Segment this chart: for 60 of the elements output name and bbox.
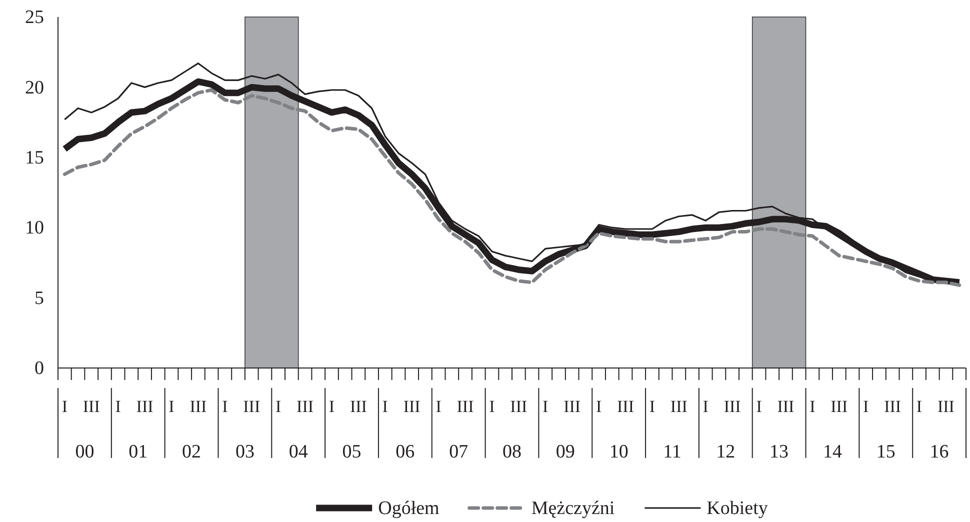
text: III (937, 397, 955, 416)
text: I (489, 397, 496, 416)
text: III (564, 397, 581, 416)
text: III (617, 397, 634, 416)
legend-label: Kobiety (706, 498, 768, 519)
x-tick-label: 08 (502, 441, 522, 462)
text: III (296, 397, 314, 416)
text: I (702, 397, 709, 416)
x-tick-label: 00 (75, 441, 94, 462)
text: I (649, 397, 656, 416)
x-tick-label: 04 (288, 441, 308, 462)
legend-label: Mężczyźni (531, 498, 615, 519)
text: I (436, 397, 442, 416)
x-tick-label: 15 (876, 441, 896, 462)
text: I (62, 397, 68, 416)
x-tick-label: 01 (128, 441, 148, 462)
y-tick-label: 25 (25, 7, 44, 28)
text: III (243, 397, 260, 416)
text: I (916, 397, 922, 416)
text: III (350, 397, 368, 416)
text: III (510, 397, 528, 416)
x-tick-label: 05 (342, 441, 362, 462)
text: III (830, 397, 848, 416)
y-tick-label: 20 (25, 77, 44, 98)
text: I (328, 397, 335, 416)
y-tick-label: 0 (34, 358, 44, 380)
text: I (596, 397, 602, 416)
x-tick-label: 07 (449, 441, 468, 462)
text: I (542, 397, 549, 416)
text: III (670, 397, 688, 416)
y-tick-label: 15 (25, 147, 44, 168)
text: I (863, 397, 870, 416)
text: III (456, 397, 474, 416)
x-tick-label: 14 (822, 441, 842, 462)
text: III (724, 397, 742, 416)
text: I (382, 397, 388, 416)
text: I (810, 397, 816, 416)
text: III (403, 397, 421, 416)
text: III (136, 397, 154, 416)
text: III (82, 397, 100, 416)
y-tick-label: 10 (25, 218, 44, 239)
x-tick-label: 11 (663, 441, 682, 462)
text: III (884, 397, 902, 416)
text: III (777, 397, 795, 416)
x-tick-label: 03 (235, 441, 254, 462)
x-tick-label: 16 (930, 441, 949, 462)
x-tick-label: 02 (182, 441, 202, 462)
x-tick-label: 09 (556, 441, 575, 462)
x-tick-label: 13 (770, 441, 789, 462)
text: I (168, 397, 175, 416)
x-tick-label: 10 (609, 441, 628, 462)
x-tick-label: 12 (716, 441, 736, 462)
y-tick-label: 5 (34, 288, 44, 309)
legend-label: Ogółem (378, 498, 440, 519)
text: I (756, 397, 762, 416)
text: I (115, 397, 122, 416)
text: I (222, 397, 228, 416)
x-tick-label: 06 (396, 441, 415, 462)
text: I (275, 397, 282, 416)
text: III (190, 397, 208, 416)
